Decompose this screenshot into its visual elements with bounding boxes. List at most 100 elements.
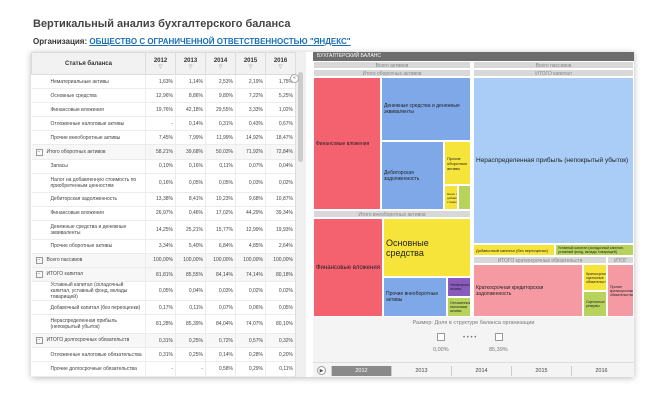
filter-icon[interactable]: ▽ [188, 63, 193, 70]
table-row[interactable]: Финансовые вложения 19,76% 42,18% 29,55% 3,3… [31, 102, 295, 118]
timeline-year[interactable]: 2013 [391, 366, 451, 376]
table-row[interactable]: Отложенные налоговые обязательства 0,31% 0… [31, 347, 295, 363]
timeline-year[interactable]: 2015 [511, 366, 571, 376]
organization-link[interactable]: ОБЩЕСТВО С ОГРАНИЧЕННОЙ ОТВЕТСТВЕННОСТЬЮ… [89, 37, 351, 46]
treemap-block-inventory[interactable] [458, 185, 471, 210]
filter-icon[interactable]: ▽ [248, 63, 253, 70]
year-label: 2016 [273, 57, 288, 64]
page-title: Вертикальный анализ бухгалтерского балан… [33, 18, 291, 30]
treemap-block-additional[interactable]: Добавочный капитал (без переоценки) [473, 244, 555, 256]
value-cell: 15,14% [205, 376, 236, 377]
treemap-block-fixed-assets[interactable]: Основные средства [383, 218, 471, 277]
row-label: Прочие внеоборотные активы [31, 130, 146, 146]
collapse-panel-button[interactable]: « [290, 74, 299, 83]
filter-icon[interactable]: ▽ [158, 63, 163, 70]
value-cell: 14,92% [235, 130, 266, 146]
table-row[interactable]: − ИТОГО капитал 81,81% 85,55% 84,14% 74,14% 80… [31, 267, 295, 283]
row-name: Всего пассивов [46, 256, 83, 263]
column-header-year[interactable]: 2015 ▽ [235, 52, 266, 75]
treemap-block-receivables[interactable]: Дебиторская задолженность [381, 141, 444, 210]
table-row[interactable]: − ИТОГО долгосрочных обязательств 0,31% 0,2… [31, 333, 295, 349]
scrollbar-thumb[interactable] [298, 72, 303, 162]
collapse-toggle-icon[interactable]: − [35, 256, 43, 264]
value-cell: 3,33% [235, 102, 266, 118]
treemap-block-reserves[interactable]: Оценочные резервы [583, 291, 607, 317]
filter-icon[interactable]: ▽ [218, 63, 223, 70]
row-label: Прочие долгосрочные обязательства [31, 361, 146, 377]
treemap-block-retained[interactable]: Нераспределенная прибыль (непокрытый убы… [473, 77, 634, 244]
table-row[interactable]: Нематериальные активы 1,63% 1,14% 2,53% 2,19… [31, 74, 295, 90]
year-label: 2012 [153, 57, 168, 64]
play-icon[interactable]: ▶ [317, 366, 326, 375]
treemap-block-deferred-tax[interactable]: Отложенные налоговые активы [447, 297, 471, 317]
table-row[interactable]: Денежные средства и денежные эквиваленты… [31, 220, 295, 240]
size-slider-max-handle[interactable] [495, 333, 503, 341]
column-header-year[interactable]: 2016 ▽ [265, 52, 295, 75]
table-row[interactable]: Отложенные налоговые активы -0,14% 0,31% 0,… [31, 116, 295, 132]
timeline-year[interactable]: 2012 [331, 366, 391, 376]
value-cell: 7,45% [145, 130, 176, 146]
table-scrollbar[interactable] [295, 52, 306, 377]
row-label: − ИТОГО долгосрочных обязательств [31, 333, 146, 349]
value-cell: 0,11% [175, 300, 206, 316]
timeline-year[interactable]: 2014 [451, 366, 511, 376]
table-row[interactable]: Дебиторская задолженность 13,38% 8,41% 10,2… [31, 192, 295, 207]
row-name: Отложенные налоговые активы [50, 120, 125, 127]
value-cell: 74,14% [235, 267, 266, 283]
treemap-block-payables[interactable]: Краткосрочная кредиторская задолженность [473, 264, 583, 317]
table-row[interactable]: Нераспределенная прибыль (непокрытый убы… [31, 314, 295, 335]
table-row[interactable]: Добавочный капитал (без переоценки) 0,17%… [31, 300, 295, 316]
column-header-name[interactable]: Статья баланса [31, 52, 146, 75]
table-row[interactable]: Основные средства 12,96% 8,86% 9,80% 7,22% 5,… [31, 88, 295, 104]
column-header-year[interactable]: 2013 ▽ [175, 52, 206, 75]
treemap-block-est-liab[interactable]: Краткосрочные оценочные обязательства [583, 264, 607, 291]
row-name: Прочие долгосрочные обязательства [50, 365, 137, 372]
value-cell: 10,23% [205, 192, 236, 207]
treemap-block-fin-noncurrent[interactable]: Финансовые вложения [313, 218, 383, 317]
treemap-block-vat[interactable]: Налог на добавленную стоимость [444, 185, 458, 210]
treemap-block-charter[interactable]: Уставный капитал (складочный капитал, ус… [555, 244, 634, 256]
table-row[interactable]: −ИТОГО краткосрочных обязательств18,18%1… [31, 376, 295, 377]
table-row[interactable]: − Всего пассивов 100,00% 100,00% 100,00% 100,… [31, 253, 295, 269]
collapse-toggle-icon[interactable]: − [35, 148, 43, 156]
value-cell: 81,28% [145, 314, 176, 335]
value-cell: 0,58% [205, 361, 236, 377]
treemap-block-intangibles[interactable]: Нематериальные активы [447, 277, 471, 297]
value-cell: 0,07% [235, 159, 266, 174]
column-header-year[interactable]: 2014 ▽ [205, 52, 236, 75]
treemap-title: БУХГАЛТЕРСКИЙ БАЛАНС [313, 52, 634, 61]
block-label: Финансовые вложения [316, 264, 380, 271]
table-row[interactable]: Уставный капитал (складочный капитал, ус… [31, 281, 295, 302]
table-row[interactable]: Прочие оборотные активы 3,34% 5,40% 6,84% 4,… [31, 239, 295, 254]
value-cell: 84,04% [205, 314, 236, 335]
value-cell: 9,80% [205, 88, 236, 104]
value-cell: 0,25% [175, 347, 206, 363]
treemap-block-other-short[interactable]: Прочие краткосрочные обязательства [607, 264, 634, 317]
value-cell: 71,92% [235, 144, 266, 160]
size-slider-min-handle[interactable] [437, 333, 445, 341]
column-header-year[interactable]: 2012 ▽ [145, 52, 176, 75]
treemap-block-cash[interactable]: Денежные средства и денежные эквиваленты [381, 77, 471, 141]
treemap-block-other-current[interactable]: Прочие оборотные активы [444, 141, 471, 185]
row-name: ИТОГО долгосрочных обязательств [46, 337, 130, 344]
slider-track: • • • • [463, 335, 477, 341]
timeline-year[interactable]: 2016 [571, 366, 631, 376]
value-cell: 0,02% [265, 281, 295, 302]
value-cell: 2,64% [265, 239, 295, 254]
row-label: Прочие оборотные активы [31, 239, 146, 254]
row-name: Итого оборотных активов [46, 148, 106, 155]
block-label: Уставный капитал (складочный капитал, ус… [558, 246, 624, 254]
collapse-toggle-icon[interactable]: − [35, 337, 43, 345]
table-row[interactable]: Прочие долгосрочные обязательства - -0,58%… [31, 361, 295, 377]
table-row[interactable]: − Итого оборотных активов 58,21% 39,68% 50,0… [31, 144, 295, 160]
filter-icon[interactable]: ▽ [278, 63, 283, 70]
table-row[interactable]: Запасы 0,10% 0,16% 0,11% 0,07% 0,04% [31, 159, 295, 174]
treemap-block-other-noncurrent[interactable]: Прочие внеоборотные активы [383, 277, 447, 317]
collapse-toggle-icon[interactable]: − [35, 271, 43, 279]
table-row[interactable]: Налог на добавленную стоимость по приобр… [31, 173, 295, 193]
block-label: Отложенные налоговые активы [450, 301, 471, 313]
value-cell: 72,84% [265, 144, 295, 160]
table-row[interactable]: Финансовые вложения 26,97% 0,46% 17,02% 44,2… [31, 206, 295, 221]
table-row[interactable]: Прочие внеоборотные активы 7,45% 7,99% 11,9… [31, 130, 295, 146]
treemap-block-fin-current[interactable]: Финансовые вложения [313, 77, 381, 210]
